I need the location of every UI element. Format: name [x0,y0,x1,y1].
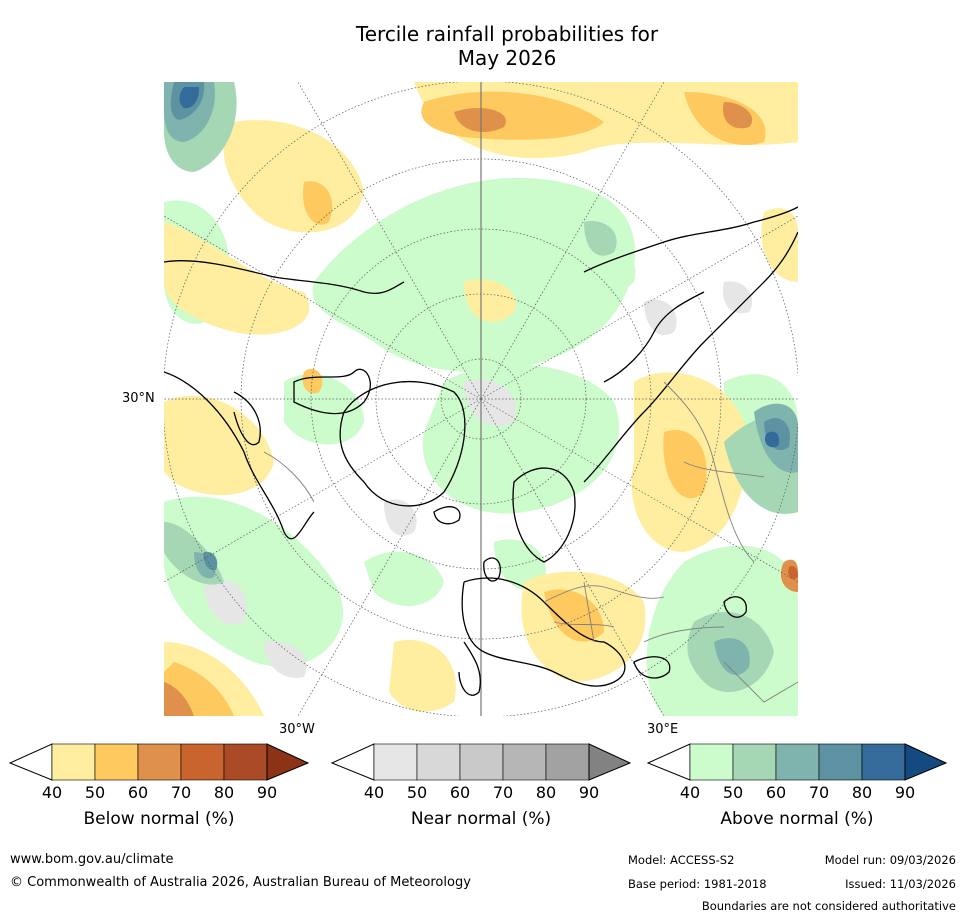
map-title: Tercile rainfall probabilities for May 2… [0,22,965,70]
tick-label: 90 [578,783,600,802]
tick-label: 50 [84,783,106,802]
title-line-1: Tercile rainfall probabilities for [355,22,659,46]
tick-label: 60 [449,783,471,802]
website-text: www.bom.gov.au/climate [10,852,174,867]
colorbar-above-normal-bar [647,743,947,781]
tick-label: 50 [722,783,744,802]
tick-label: 60 [127,783,149,802]
colorbar-near-normal-bar [331,743,631,781]
lat-label-30n: 30°N [122,391,155,406]
colorbar-title: Near normal (%) [410,809,552,829]
tick-label: 70 [808,783,830,802]
disclaimer-text: Boundaries are not considered authoritat… [701,899,956,913]
lon-label-30e: 30°E [647,722,679,737]
copyright-text: © Commonwealth of Australia 2026, Austra… [10,875,471,890]
tick-label: 70 [170,783,192,802]
model-run-text: Model run: 09/03/2026 [824,853,956,867]
tick-label: 80 [535,783,557,802]
above-normal-80-90-regions [179,87,780,448]
coastlines [164,206,798,696]
lon-label-30w: 30°W [279,722,315,737]
colorbar-below-normal: 40 50 60 70 80 90 Below normal (%) [9,743,309,848]
issued-text: Issued: 11/03/2026 [845,877,956,891]
model-text: Model: ACCESS-S2 [628,853,735,867]
colorbar-title: Above normal (%) [720,809,874,829]
tick-label: 90 [894,783,916,802]
title-line-2: May 2026 [457,46,557,70]
probability-map [164,82,798,716]
tick-label: 60 [765,783,787,802]
near-normal-40-50-regions [204,281,753,678]
colorbar-title: Below normal (%) [83,809,235,829]
country-borders [263,381,798,703]
colorbar-below-normal-bar [9,743,309,781]
below-normal-70-80-regions [788,566,798,579]
tick-label: 50 [406,783,428,802]
tick-label: 80 [851,783,873,802]
tick-label: 70 [492,783,514,802]
tick-label: 90 [256,783,278,802]
base-period-text: Base period: 1981-2018 [628,877,767,891]
tick-label: 40 [41,783,63,802]
tick-label: 80 [213,783,235,802]
colorbar-near-normal: 40 50 60 70 80 90 Near normal (%) [331,743,631,848]
colorbar-above-normal: 40 50 60 70 80 90 Above normal (%) [647,743,947,848]
tick-label: 40 [679,783,701,802]
tick-label: 40 [363,783,385,802]
